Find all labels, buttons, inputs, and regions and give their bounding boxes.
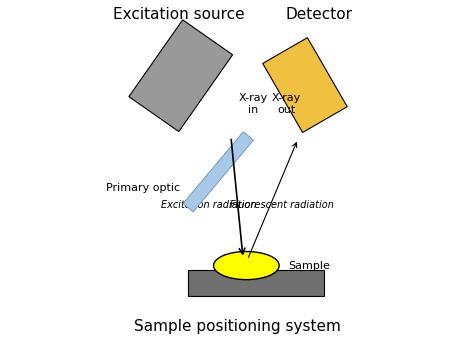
Text: X-ray
out: X-ray out	[272, 93, 301, 115]
Text: X-ray
in: X-ray in	[239, 93, 268, 115]
Text: Excitation radiation: Excitation radiation	[161, 200, 256, 210]
Ellipse shape	[214, 251, 279, 280]
Polygon shape	[183, 132, 254, 212]
Polygon shape	[129, 20, 233, 132]
Text: Sample positioning system: Sample positioning system	[134, 319, 340, 334]
Bar	[188, 270, 324, 296]
Text: Detector: Detector	[285, 7, 353, 22]
Polygon shape	[263, 38, 347, 132]
Text: Excitation source: Excitation source	[113, 7, 244, 22]
Text: Fluorescent radiation: Fluorescent radiation	[229, 200, 334, 210]
Text: Primary optic: Primary optic	[106, 183, 180, 193]
Text: Sample: Sample	[289, 261, 330, 271]
